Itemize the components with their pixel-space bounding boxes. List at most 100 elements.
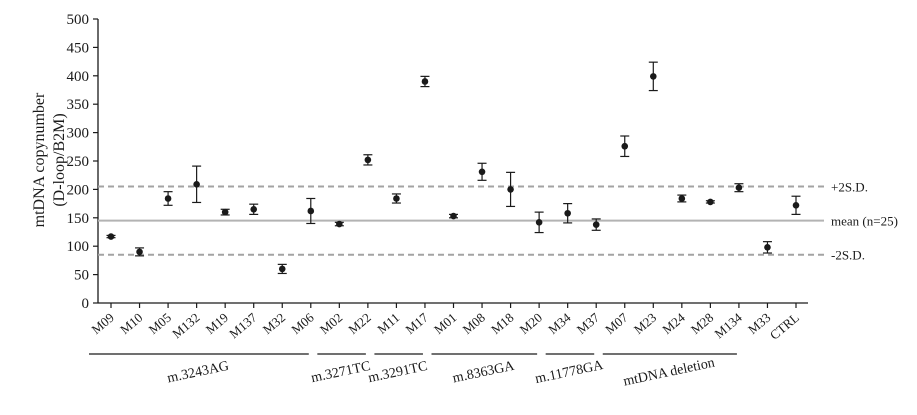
point-marker xyxy=(507,186,514,193)
y-tick-label: 150 xyxy=(67,211,90,227)
point-marker xyxy=(164,195,172,202)
x-tick-label: M22 xyxy=(345,310,373,337)
point-marker xyxy=(535,219,543,226)
x-tick-label: M28 xyxy=(688,310,716,337)
point-marker xyxy=(478,168,486,176)
data-point-M07 xyxy=(620,135,630,158)
y-axis-label-line2: (D-loop/B2M) xyxy=(51,113,68,206)
x-tick-label: M19 xyxy=(203,310,231,337)
x-tick-label: M10 xyxy=(117,310,145,337)
point-marker xyxy=(764,244,771,251)
x-tick-label: M23 xyxy=(631,310,659,337)
point-marker xyxy=(735,184,743,191)
x-tick-label: M09 xyxy=(88,310,116,337)
data-point-M01 xyxy=(449,212,458,220)
group-label: m.3291TC xyxy=(367,359,429,386)
point-marker xyxy=(678,195,686,202)
point-marker xyxy=(707,198,714,206)
y-ticks: 0 50 100 150 200 250 300 350 400 450 500 xyxy=(67,12,98,312)
point-marker xyxy=(250,205,258,213)
x-tick-label: CTRL xyxy=(767,310,802,343)
x-tick-label: M08 xyxy=(460,310,488,337)
group-label: mtDNA deletion xyxy=(622,356,716,390)
x-tick-label: M17 xyxy=(402,309,431,337)
point-marker xyxy=(364,156,372,164)
reference-line-label: -2S.D. xyxy=(831,248,865,263)
x-tick-label: M18 xyxy=(488,310,516,337)
data-point-M20 xyxy=(534,211,544,234)
y-axis-label: mtDNA copynumber (D-loop/B2M) xyxy=(31,92,68,227)
data-point-M137 xyxy=(249,203,259,215)
y-tick-label: 350 xyxy=(67,97,90,113)
point-marker xyxy=(336,220,343,228)
data-point-M02 xyxy=(334,220,344,228)
reference-line-label: mean (n=25) xyxy=(831,214,898,229)
point-marker xyxy=(136,248,143,256)
x-tick-label: M32 xyxy=(260,310,288,337)
data-point-M132 xyxy=(192,165,202,204)
point-marker xyxy=(221,208,229,216)
axes xyxy=(97,19,808,304)
point-marker xyxy=(193,180,200,188)
x-tick-label: M132 xyxy=(169,310,202,341)
x-tick-label: M07 xyxy=(602,309,631,337)
point-marker xyxy=(421,78,429,85)
data-point-M28 xyxy=(705,198,715,206)
data-point-M22 xyxy=(363,154,373,166)
point-marker xyxy=(278,265,286,273)
x-tick-label: M37 xyxy=(574,309,603,337)
data-point-M08 xyxy=(477,162,487,181)
data-point-M06 xyxy=(306,197,316,225)
data-point-M10 xyxy=(135,247,145,257)
point-marker xyxy=(649,73,657,80)
data-point-M11 xyxy=(391,193,401,204)
data-points xyxy=(106,61,801,275)
data-point-M32 xyxy=(277,263,287,275)
data-point-M18 xyxy=(506,171,516,208)
data-point-M17 xyxy=(420,75,430,88)
x-tick-label: M01 xyxy=(431,310,459,337)
y-tick-label: 0 xyxy=(82,296,90,312)
point-marker xyxy=(450,212,457,220)
point-marker xyxy=(393,195,400,202)
x-tick-label: M05 xyxy=(146,310,174,337)
y-tick-label: 50 xyxy=(74,268,89,284)
data-point-M05 xyxy=(163,191,173,206)
data-point-M33 xyxy=(762,241,772,254)
x-tick-label: M20 xyxy=(517,310,545,337)
data-point-M34 xyxy=(563,203,573,224)
point-marker xyxy=(621,142,629,150)
y-tick-label: 250 xyxy=(67,154,90,170)
point-marker xyxy=(107,233,115,240)
data-point-M134 xyxy=(734,183,744,193)
reference-line-label: +2S.D. xyxy=(831,180,868,195)
point-marker xyxy=(307,207,315,215)
x-tick-label: M06 xyxy=(288,309,317,337)
x-tick-label: M02 xyxy=(317,310,345,337)
data-point-M23 xyxy=(648,61,658,92)
group-label: m.8363GA xyxy=(451,359,516,387)
y-tick-label: 300 xyxy=(67,126,90,142)
data-point-M09 xyxy=(106,233,116,240)
point-marker xyxy=(564,209,571,217)
y-tick-label: 100 xyxy=(67,239,90,255)
x-tick-label: M11 xyxy=(374,310,402,337)
data-point-M24 xyxy=(677,194,687,203)
x-tick-label: M134 xyxy=(711,309,745,341)
x-tick-label: M34 xyxy=(545,309,574,337)
data-point-M19 xyxy=(220,208,230,216)
y-tick-label: 200 xyxy=(67,182,90,198)
y-tick-label: 500 xyxy=(67,12,90,28)
group-label: m.3243AG xyxy=(166,359,230,387)
x-tick-label: M137 xyxy=(226,309,260,341)
point-marker xyxy=(592,221,600,228)
group-label: m.11778GA xyxy=(534,358,606,387)
y-axis-label-line1: mtDNA copynumber xyxy=(31,92,48,227)
group-label: m.3271TC xyxy=(310,359,372,386)
data-point-CTRL xyxy=(791,195,801,215)
data-point-M37 xyxy=(591,218,601,231)
x-tick-label: M24 xyxy=(659,309,688,337)
y-tick-label: 450 xyxy=(67,40,90,56)
